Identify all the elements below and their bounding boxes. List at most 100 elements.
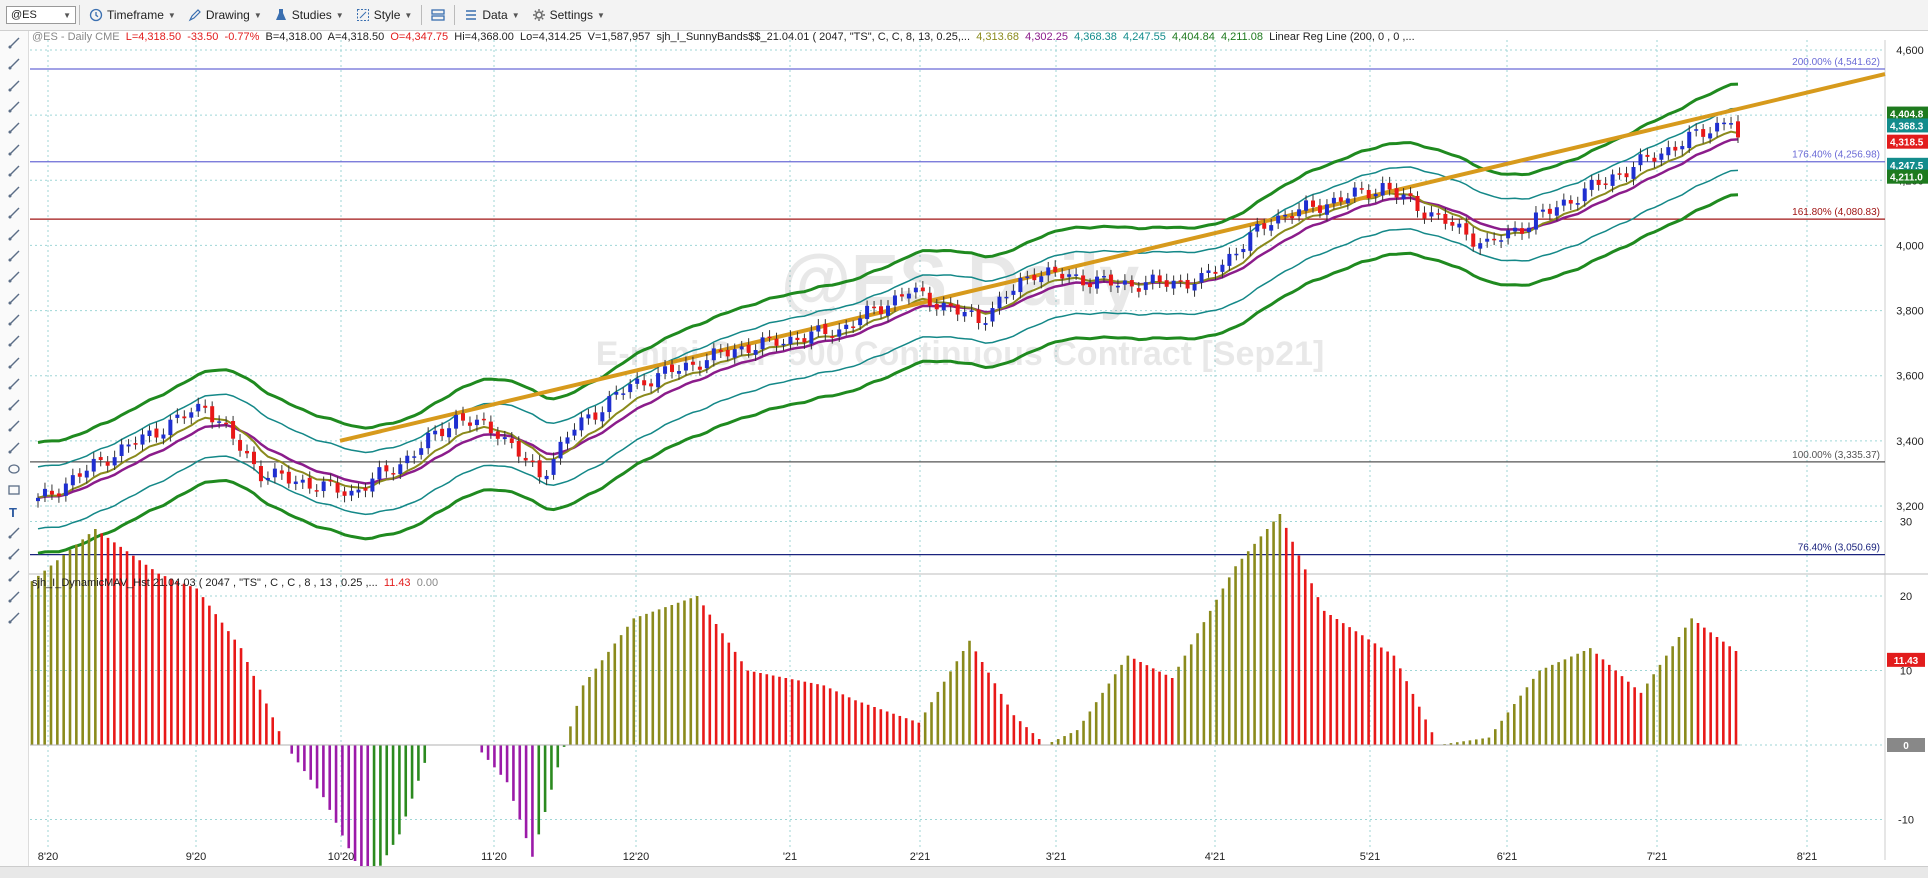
candle-body [586,414,591,419]
drawing-button[interactable]: Drawing ▼ [182,4,268,26]
spiral-icon[interactable] [7,356,21,370]
highlighter-icon[interactable] [7,526,21,540]
channel-icon[interactable] [7,185,21,199]
candle-body [349,490,354,496]
fibonacci-icon[interactable] [7,164,21,178]
candle-body [1617,173,1622,175]
candle-body [168,419,173,436]
candle-body [84,470,89,478]
candle-body [1046,267,1051,276]
candle-body [739,346,744,350]
symbol-selector[interactable]: @ES ▼ [6,6,76,24]
horizontal-line-icon[interactable] [7,121,21,135]
grid-icon[interactable] [7,292,21,306]
candle-body [105,461,110,466]
status-bar [0,866,1928,878]
candle-body [656,373,661,388]
candle-body [1199,273,1204,283]
candle-body [1610,174,1615,186]
candle-body [433,430,438,435]
osc-tick-label: 30 [1900,517,1912,529]
timeframe-button[interactable]: Timeframe ▼ [83,4,182,26]
candle-body [1561,199,1566,206]
table-icon[interactable] [7,313,21,327]
ellipse-icon[interactable] [7,462,21,476]
settings-button[interactable]: Settings ▼ [526,4,611,26]
candle-body [844,324,849,329]
legend-lo: Lo=4,314.25 [520,31,582,43]
legend-symbol: @ES - Daily CME [32,31,120,43]
candle-body [1492,238,1497,241]
candle-body [509,438,514,443]
candle-body [245,450,250,454]
candle-body [1408,193,1413,197]
chevron-down-icon: ▼ [404,10,413,20]
regression-icon[interactable] [7,377,21,391]
candle-body [1471,233,1476,247]
bars-icon[interactable] [7,249,21,263]
candle-body [1631,166,1636,179]
osc-badge-1 [1887,738,1925,752]
delete-drawing-icon[interactable] [7,547,21,561]
workspace-button[interactable] [425,4,451,26]
toolbar: @ES ▼ Timeframe ▼ Drawing ▼ Studies ▼ St… [0,0,1928,31]
candle-body [837,329,842,337]
trendline-icon[interactable] [7,100,21,114]
expand-icon[interactable] [7,569,21,583]
price-badge-label-4: 4,211.0 [1890,173,1923,184]
arc-icon[interactable] [7,398,21,412]
fan-icon[interactable] [7,334,21,348]
date-tick-label: 7'21 [1647,851,1667,863]
osc-tick-label: 20 [1900,591,1912,603]
parallel-lines-icon[interactable] [7,270,21,284]
text-label-icon[interactable] [7,611,21,625]
price-badge-4 [1887,169,1928,184]
candle-body [802,338,807,343]
candle-body [1290,216,1295,219]
candle-body [63,483,68,496]
studies-button[interactable]: Studies ▼ [268,4,350,26]
edit-icon[interactable] [7,590,21,604]
style-button[interactable]: Style ▼ [350,4,419,26]
osc-tick-label: 10 [1900,666,1912,678]
cursor-icon[interactable] [7,36,21,50]
candle-body [1506,230,1511,239]
crosshair-icon[interactable] [7,57,21,71]
candle-body [753,349,758,355]
candle-body [523,457,528,461]
pencil-icon[interactable] [7,79,21,93]
candle-body [251,451,256,465]
candle-body [1715,122,1720,132]
candle-body [154,428,159,438]
gann-icon[interactable] [7,206,21,220]
candle-body [286,471,291,484]
candle-body [1373,193,1378,197]
text-icon[interactable]: T [7,505,21,520]
up-arrow-icon[interactable] [7,441,21,455]
candle-body [1004,296,1009,299]
candle-body [1526,227,1531,233]
candle-body [1331,197,1336,204]
legend-sb-1: 4,313.68 [976,31,1020,43]
candle-body [258,466,263,482]
oscillator-legend: sjh_I_DynamicMAV_Hst 21.04.03 ( 2047 , "… [32,577,438,589]
candle-body [969,310,974,312]
rectangle-icon[interactable] [7,483,21,497]
candle-body [356,489,361,493]
candle-body [1673,146,1678,151]
candle-body [718,349,723,352]
candle-body [621,393,626,395]
candle-body [1088,283,1093,288]
candle-body [1687,131,1692,149]
candle-body [551,458,556,475]
candle-body [224,422,229,425]
candle-body [1122,280,1127,285]
vertical-line-icon[interactable] [7,143,21,157]
candle-body [481,418,486,421]
candle-body [1143,282,1148,290]
pen-icon[interactable] [7,228,21,242]
down-arrow-icon[interactable] [7,419,21,433]
sunnyband-inner-lower [37,169,1739,530]
data-button[interactable]: Data ▼ [458,4,525,26]
